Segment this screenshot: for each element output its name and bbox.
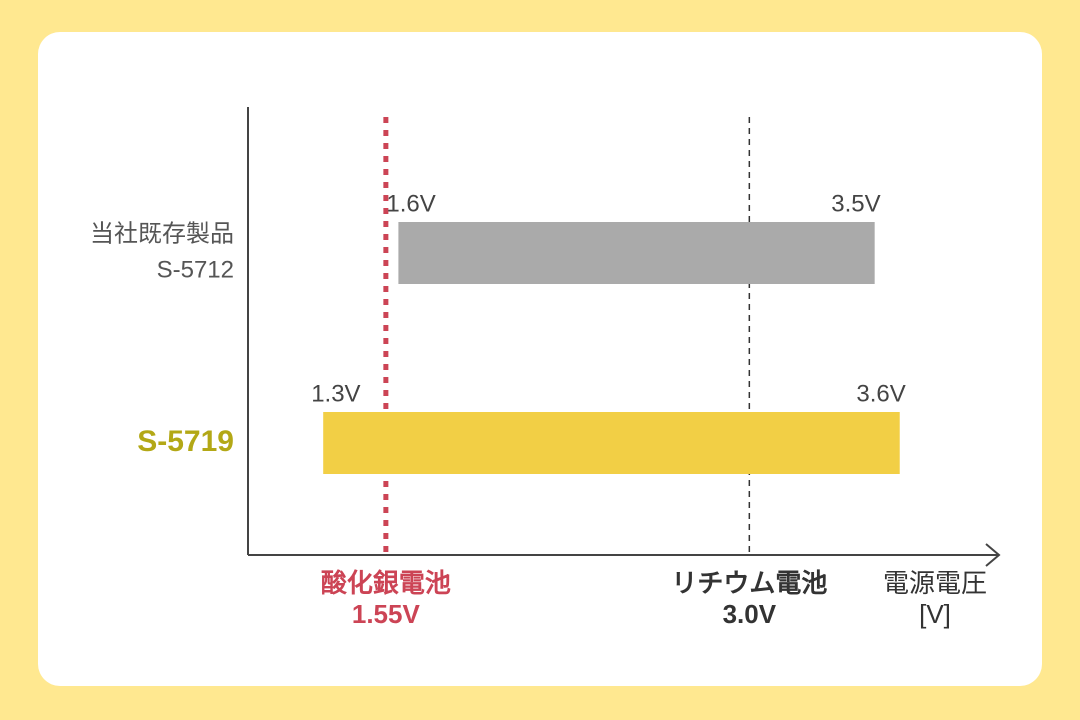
category-label: S-5719 xyxy=(137,425,234,458)
x-axis-label: 電源電圧 xyxy=(883,568,987,598)
low-label: 1.6V xyxy=(386,190,435,217)
x-axis-arrow xyxy=(985,543,1001,567)
card xyxy=(38,32,1042,686)
reference-label: リチウム電池 xyxy=(671,568,827,598)
category-label: S-5712 xyxy=(157,256,234,283)
range-bar xyxy=(398,222,875,284)
category-label: 当社既存製品 xyxy=(90,220,234,247)
high-label: 3.5V xyxy=(831,190,880,217)
reference-label: 酸化銀電池 xyxy=(321,568,451,598)
high-label: 3.6V xyxy=(856,380,905,407)
x-axis-label: [V] xyxy=(919,599,951,629)
low-label: 1.3V xyxy=(311,380,360,407)
reference-label: 3.0V xyxy=(723,599,777,629)
range-bar xyxy=(323,412,900,474)
reference-label: 1.55V xyxy=(352,599,421,629)
